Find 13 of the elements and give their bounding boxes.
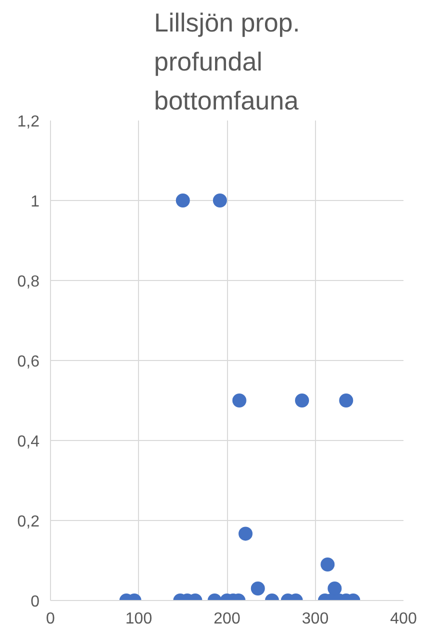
y-tick-label: 0 <box>30 594 40 610</box>
y-tick-label: 1,2 <box>17 114 40 130</box>
x-tick-label: 200 <box>214 610 240 626</box>
y-tick-label: 0,2 <box>17 514 40 530</box>
y-tick-label: 0,8 <box>17 274 40 290</box>
y-tick-label: 0,4 <box>17 434 40 450</box>
x-tick-label: 300 <box>302 610 329 626</box>
x-tick-label: 0 <box>46 610 56 626</box>
x-tick-label: 100 <box>125 610 152 626</box>
x-tick-label: 400 <box>390 610 417 626</box>
y-tick-label: 1 <box>30 194 40 210</box>
chart-title: Lillsjön prop. profundal bottomfauna <box>154 8 300 116</box>
y-tick-label: 0,6 <box>17 354 40 370</box>
